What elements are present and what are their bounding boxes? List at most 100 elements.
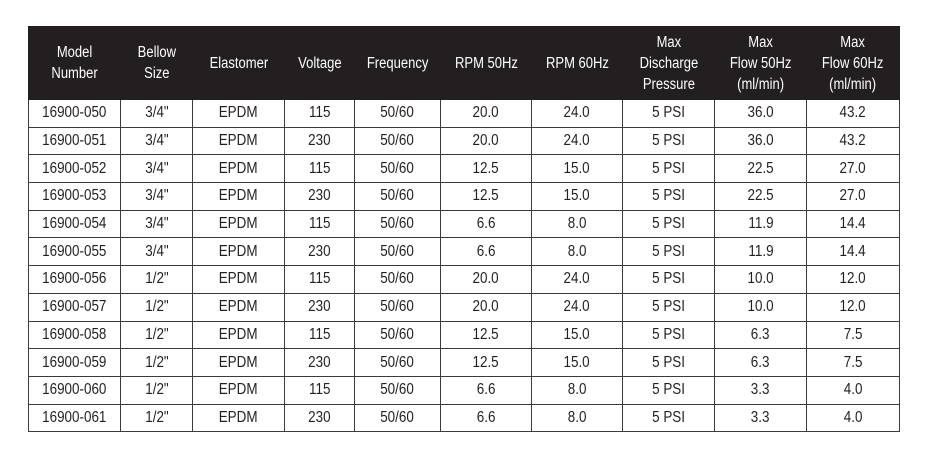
header-row: Model Number Bellow Size Elastomer Voltage F… (28, 26, 900, 100)
table-row: 16900-061 1/2" EPDM 230 50/60 6.6 8.0 5 PSI 3.3 4… (28, 403, 900, 433)
table-cell: 230 (284, 126, 355, 156)
cell-value: EPDM (219, 215, 258, 233)
cell-value: 27.0 (839, 187, 867, 205)
cell-value: 22.5 (747, 159, 774, 177)
table-cell: 22.5 (714, 154, 807, 184)
table-cell: 8.0 (531, 237, 623, 267)
table-cell: 16900-061 (28, 403, 121, 433)
cell-value: 12.5 (472, 159, 500, 177)
table-cell: 5 PSI (622, 375, 715, 405)
column-header: RPM 50Hz (440, 26, 532, 100)
table-cell: 1/2" (120, 320, 193, 350)
table-cell: 15.0 (531, 348, 623, 377)
cell-value: EPDM (219, 159, 258, 177)
table-cell: 24.0 (531, 99, 623, 128)
cell-value: 36.0 (747, 132, 774, 150)
table-cell: 16900-050 (28, 99, 121, 128)
table-cell: EPDM (192, 99, 285, 128)
table-cell: 3/4" (120, 154, 193, 184)
table-cell: 12.0 (806, 292, 900, 322)
cell-value: 230 (308, 353, 331, 371)
table-cell: 16900-051 (28, 126, 121, 156)
table-cell: 12.5 (440, 182, 532, 211)
pump-spec-table: Model Number Bellow Size Elastomer Voltage F… (28, 26, 900, 433)
table-cell: 6.3 (714, 348, 807, 377)
cell-value: 115 (308, 215, 331, 233)
table-cell: 230 (284, 237, 355, 267)
table-cell: 27.0 (806, 182, 900, 211)
table-cell: 22.5 (714, 182, 807, 211)
table-cell: 12.5 (440, 154, 532, 184)
cell-value: 5 PSI (652, 325, 685, 343)
cell-value: 5 PSI (652, 215, 685, 233)
table-row: 16900-057 1/2" EPDM 230 50/60 20.0 24.0 5 PSI 10… (28, 292, 900, 322)
table-cell: 50/60 (354, 292, 441, 322)
cell-value: 8.0 (567, 408, 587, 426)
cell-value: EPDM (219, 242, 258, 260)
cell-value: 5 PSI (652, 132, 685, 150)
cell-value: 50/60 (380, 381, 415, 399)
table-cell: 50/60 (354, 375, 441, 405)
table-cell: 8.0 (531, 403, 623, 433)
cell-value: 20.0 (472, 132, 500, 150)
cell-value: 230 (308, 187, 331, 205)
table-cell: EPDM (192, 292, 285, 322)
cell-value: 16900-061 (42, 408, 107, 426)
cell-value: 10.0 (747, 298, 774, 316)
cell-value: 15.0 (563, 187, 591, 205)
cell-value: 16900-052 (42, 159, 107, 177)
column-header: Frequency (354, 26, 441, 100)
table-cell: 115 (284, 375, 355, 405)
table-cell: 3.3 (714, 403, 807, 433)
table-cell: 8.0 (531, 209, 623, 239)
cell-value: 50/60 (380, 270, 415, 288)
cell-value: 20.0 (472, 270, 500, 288)
cell-value: 16900-058 (42, 325, 107, 343)
table-cell: 1/2" (120, 292, 193, 322)
table-cell: 50/60 (354, 209, 441, 239)
table-cell: 6.6 (440, 403, 532, 433)
cell-value: 8.0 (567, 215, 587, 233)
table-cell: 16900-057 (28, 292, 121, 322)
table-cell: 6.6 (440, 375, 532, 405)
table-cell: EPDM (192, 154, 285, 184)
table-cell: 5 PSI (622, 209, 715, 239)
table-cell: 50/60 (354, 237, 441, 267)
table-cell: 16900-052 (28, 154, 121, 184)
cell-value: 5 PSI (652, 408, 685, 426)
table-cell: 6.3 (714, 320, 807, 350)
cell-value: EPDM (219, 270, 258, 288)
table-cell: 230 (284, 292, 355, 322)
column-header: Bellow Size (120, 26, 193, 100)
cell-value: 16900-057 (42, 298, 107, 316)
table-cell: 3/4" (120, 182, 193, 211)
table-row: 16900-051 3/4" EPDM 230 50/60 20.0 24.0 5 PSI 36… (28, 126, 900, 156)
column-header-label: Elastomer (209, 54, 268, 72)
cell-value: 115 (308, 104, 331, 122)
table-cell: 3.3 (714, 375, 807, 405)
table-cell: 3/4" (120, 237, 193, 267)
table-cell: 6.6 (440, 237, 532, 267)
cell-value: EPDM (219, 104, 258, 122)
column-header: Max Flow 50Hz (ml/min) (714, 26, 807, 100)
table-cell: 7.5 (806, 320, 900, 350)
cell-value: 15.0 (563, 159, 591, 177)
cell-value: 12.5 (472, 353, 500, 371)
cell-value: 16900-059 (42, 353, 107, 371)
column-header-label: RPM 60Hz (545, 54, 609, 72)
table-cell: 20.0 (440, 265, 532, 294)
cell-value: 1/2" (144, 298, 169, 316)
table-cell: EPDM (192, 265, 285, 294)
table-cell: 1/2" (120, 265, 193, 294)
table-cell: 50/60 (354, 99, 441, 128)
table-cell: 10.0 (714, 265, 807, 294)
table-cell: 43.2 (806, 126, 900, 156)
table-cell: 20.0 (440, 126, 532, 156)
cell-value: 50/60 (380, 408, 415, 426)
table-cell: 50/60 (354, 182, 441, 211)
column-header-label: Max Discharge Pressure (639, 33, 698, 93)
table-cell: 15.0 (531, 154, 623, 184)
table-row: 16900-052 3/4" EPDM 115 50/60 12.5 15.0 5 PSI 22… (28, 154, 900, 184)
cell-value: 5 PSI (652, 242, 685, 260)
table-cell: 4.0 (806, 375, 900, 405)
